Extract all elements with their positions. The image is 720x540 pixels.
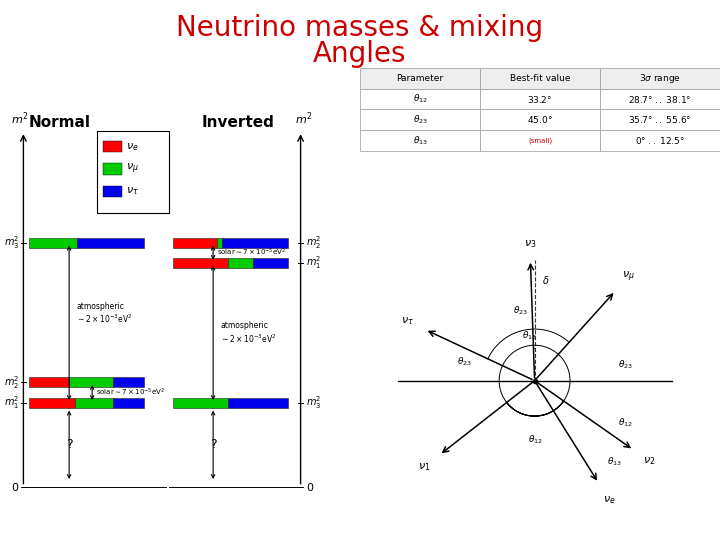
- Text: $m_2^2$: $m_2^2$: [306, 234, 322, 251]
- Bar: [113, 377, 144, 387]
- Bar: [222, 238, 288, 248]
- Text: Angles: Angles: [313, 40, 407, 69]
- Bar: [253, 258, 288, 268]
- Text: $\nu_\tau$: $\nu_\tau$: [401, 315, 414, 327]
- Bar: [29, 238, 77, 248]
- Text: $0$: $0$: [306, 481, 315, 492]
- Text: $m_2^2$: $m_2^2$: [4, 374, 19, 390]
- Bar: [173, 398, 228, 408]
- Text: ?: ?: [66, 438, 73, 451]
- Text: $m_1^2$: $m_1^2$: [4, 395, 19, 411]
- Text: Normal: Normal: [29, 114, 91, 130]
- Bar: [75, 398, 113, 408]
- Bar: [217, 238, 222, 248]
- Text: $\theta_{13}$: $\theta_{13}$: [523, 329, 537, 342]
- FancyBboxPatch shape: [97, 131, 169, 213]
- Bar: [103, 186, 122, 197]
- Text: $\delta$: $\delta$: [542, 274, 549, 286]
- Text: $m_1^2$: $m_1^2$: [306, 254, 322, 271]
- Bar: [113, 398, 144, 408]
- Bar: [103, 164, 122, 174]
- Text: solar$\sim7\times10^{-5}$eV$^2$: solar$\sim7\times10^{-5}$eV$^2$: [217, 247, 286, 259]
- Bar: [173, 258, 228, 268]
- Bar: [228, 258, 253, 268]
- Text: $m_3^2$: $m_3^2$: [4, 234, 19, 251]
- Bar: [29, 398, 75, 408]
- Text: $\nu_2$: $\nu_2$: [643, 455, 656, 467]
- Bar: [69, 377, 113, 387]
- Text: $m_3^2$: $m_3^2$: [306, 395, 322, 411]
- Bar: [29, 377, 69, 387]
- Text: Neutrino masses & mixing: Neutrino masses & mixing: [176, 14, 544, 42]
- Text: $\theta_{23}$: $\theta_{23}$: [513, 305, 528, 318]
- Text: $\theta_{13}$: $\theta_{13}$: [607, 456, 622, 468]
- Bar: [228, 398, 288, 408]
- Text: $\theta_{23}$: $\theta_{23}$: [457, 355, 472, 368]
- Text: $\nu_1$: $\nu_1$: [418, 461, 431, 473]
- Text: $\nu_\mu$: $\nu_\mu$: [126, 162, 139, 176]
- Text: $0$: $0$: [11, 481, 19, 492]
- Text: $\nu_\mu$: $\nu_\mu$: [622, 269, 635, 284]
- Text: $\nu_3$: $\nu_3$: [523, 238, 536, 249]
- Text: Inverted: Inverted: [202, 114, 274, 130]
- Text: atmospheric
$\sim2\times10^{-3}$eV$^2$: atmospheric $\sim2\times10^{-3}$eV$^2$: [76, 302, 132, 325]
- Text: solar$\sim7\times10^{-5}$eV$^2$: solar$\sim7\times10^{-5}$eV$^2$: [96, 387, 165, 398]
- Text: $\theta_{12}$: $\theta_{12}$: [528, 434, 543, 447]
- Text: atmospheric
$\sim2\times10^{-3}$eV$^2$: atmospheric $\sim2\times10^{-3}$eV$^2$: [220, 321, 276, 345]
- Text: $\theta_{12}$: $\theta_{12}$: [618, 417, 634, 429]
- Text: $\nu_\tau$: $\nu_\tau$: [126, 185, 139, 197]
- Bar: [173, 238, 217, 248]
- Bar: [103, 141, 122, 152]
- Text: ?: ?: [210, 438, 217, 451]
- Text: $m^2$: $m^2$: [295, 110, 313, 127]
- Text: $\nu_e$: $\nu_e$: [126, 141, 139, 153]
- Bar: [77, 238, 144, 248]
- Text: $\nu_e$: $\nu_e$: [603, 494, 616, 505]
- Text: $\theta_{23}$: $\theta_{23}$: [618, 359, 634, 372]
- Text: $m^2$: $m^2$: [11, 110, 29, 127]
